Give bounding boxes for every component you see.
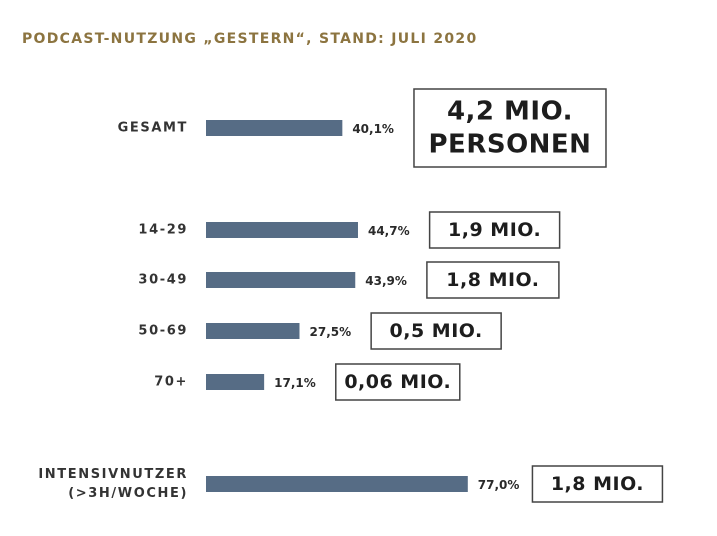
value-label: 40,1%: [352, 122, 394, 136]
annotation-box: [531, 465, 664, 503]
chart-title: PODCAST-NUTZUNG „GESTERN“, STAND: JULI 2…: [22, 31, 478, 47]
annotation-label: 4,2 MIO. PERSONEN: [429, 96, 592, 159]
category-label: 50-69: [138, 324, 188, 339]
value-label: 77,0%: [478, 478, 520, 492]
bar: [206, 476, 468, 492]
bar: [206, 120, 343, 136]
annotation-label: 1,8 MIO.: [551, 473, 644, 495]
annotation-box: [426, 261, 560, 299]
bar: [206, 374, 265, 390]
category-label: 70+: [154, 375, 188, 390]
value-label: 27,5%: [310, 325, 352, 339]
bar: [206, 272, 356, 288]
bar: [206, 323, 300, 339]
category-label: GESAMT: [118, 121, 188, 136]
value-label: 44,7%: [368, 224, 410, 238]
value-label: 17,1%: [274, 376, 316, 390]
category-label: 14-29: [138, 223, 188, 238]
bar: [206, 222, 358, 238]
annotation-box: [335, 363, 461, 401]
value-label: 43,9%: [365, 274, 407, 288]
annotation-box: [370, 312, 502, 350]
annotation-box: [428, 211, 561, 249]
category-label: INTENSIVNUTZER (>3H/WOCHE): [38, 467, 188, 501]
annotation-label: 0,5 MIO.: [390, 320, 483, 342]
annotation-label: 0,06 MIO.: [344, 371, 451, 393]
category-label: 30-49: [138, 273, 188, 288]
annotation-label: 1,9 MIO.: [448, 219, 541, 241]
annotation-label: 1,8 MIO.: [446, 269, 539, 291]
annotation-box: [413, 88, 607, 168]
